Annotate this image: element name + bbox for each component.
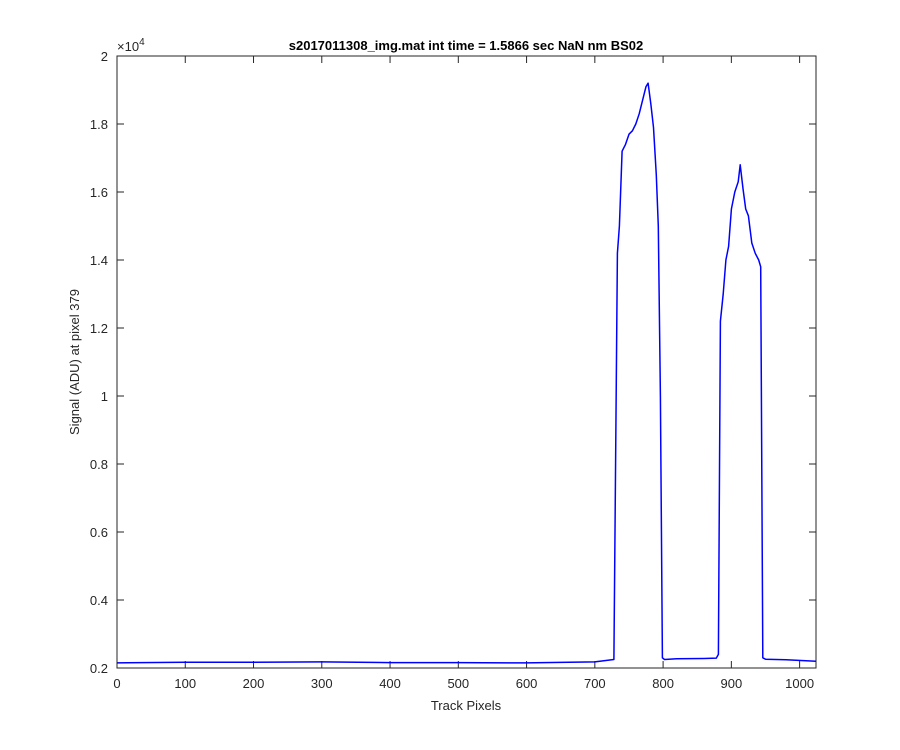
x-axis-label: Track Pixels: [431, 698, 502, 713]
x-tick-label: 800: [652, 676, 674, 691]
y-tick-label: 0.4: [90, 593, 108, 608]
x-tick-label: 200: [243, 676, 265, 691]
y-tick-label: 1.8: [90, 117, 108, 132]
chart-title: s2017011308_img.mat int time = 1.5866 se…: [289, 38, 643, 53]
y-axis-ticks: 0.2 0.4 0.6 0.8 1 1.2 1.4 1.6 1.8 2: [90, 49, 816, 676]
y-tick-label: 0.6: [90, 525, 108, 540]
y-tick-label: 1.4: [90, 253, 108, 268]
x-tick-label: 400: [379, 676, 401, 691]
axes-box: [116, 55, 817, 669]
x-tick-label: 500: [447, 676, 469, 691]
x-tick-label: 600: [516, 676, 538, 691]
x-tick-label: 1000: [785, 676, 814, 691]
x-tick-label: 100: [174, 676, 196, 691]
y-tick-label: 1.2: [90, 321, 108, 336]
x-tick-label: 900: [721, 676, 743, 691]
y-tick-label: 1: [101, 389, 108, 404]
x-axis-ticks: 0 100 200 300 400 500 600 700 800 900 1000: [113, 56, 814, 691]
x-tick-label: 0: [113, 676, 120, 691]
x-tick-label: 300: [311, 676, 333, 691]
y-tick-label: 2: [101, 49, 108, 64]
series-line: [116, 82, 817, 664]
y-tick-label: 1.6: [90, 185, 108, 200]
x-tick-label: 700: [584, 676, 606, 691]
y-tick-label: 0.2: [90, 661, 108, 676]
y-tick-label: 0.8: [90, 457, 108, 472]
y-exponent-label: ×104: [117, 37, 145, 54]
y-axis-label: Signal (ADU) at pixel 379: [67, 289, 82, 435]
